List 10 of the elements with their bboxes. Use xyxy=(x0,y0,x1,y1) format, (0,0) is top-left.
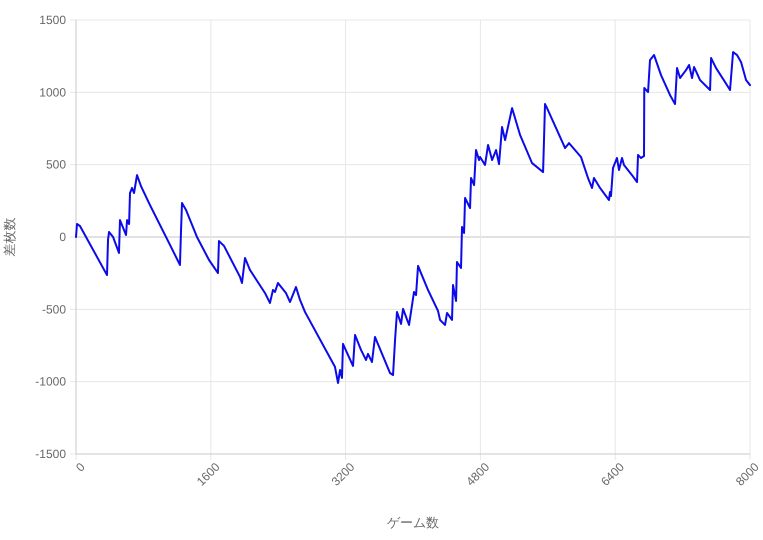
x-axis-title: ゲーム数 xyxy=(387,515,439,530)
y-tick-label: -500 xyxy=(42,302,66,316)
y-axis-title: 差枚数 xyxy=(2,218,17,256)
y-tick-label: -1500 xyxy=(35,447,66,461)
y-tick-label: -1000 xyxy=(35,374,66,389)
y-tick-label: 500 xyxy=(46,158,66,172)
y-tick-label: 1000 xyxy=(39,85,66,100)
y-tick-label: 1500 xyxy=(39,13,66,27)
x-tick-label: 0 xyxy=(73,460,88,475)
y-tick-label: 0 xyxy=(59,230,66,244)
